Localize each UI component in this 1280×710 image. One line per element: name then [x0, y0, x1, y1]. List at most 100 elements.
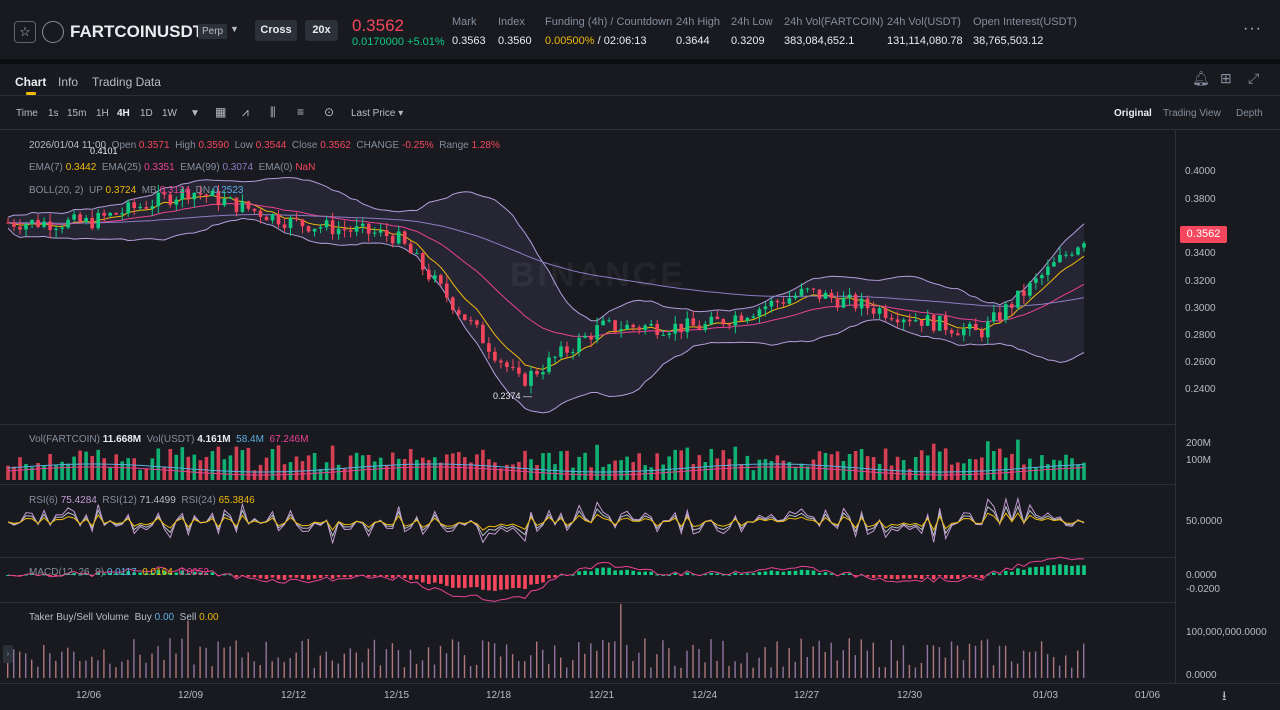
taker-volume-bar	[379, 665, 382, 678]
tab-trading-data[interactable]: Trading Data	[92, 75, 161, 89]
interval-time[interactable]: Time	[16, 108, 38, 119]
grid-icon[interactable]: ⊞	[1220, 70, 1232, 86]
view-depth[interactable]: Depth	[1236, 108, 1263, 119]
candle-body	[120, 213, 124, 215]
tab-chart[interactable]: Chart	[15, 75, 47, 89]
view-original[interactable]: Original	[1114, 108, 1152, 119]
collapse-arrow-icon[interactable]: ›	[3, 645, 13, 663]
volume-bar	[366, 454, 371, 480]
legend-label: MACD(12, 26, 9)	[29, 567, 105, 578]
price-axis-label: 0.3800	[1185, 194, 1216, 205]
volume-bar	[679, 450, 683, 480]
candle-body	[228, 197, 233, 199]
volume-bar	[511, 464, 515, 480]
bell-icon[interactable]: 🔔︎	[1192, 70, 1210, 86]
candle-body	[354, 226, 359, 232]
taker-volume-bar	[211, 666, 213, 678]
macd-bar	[727, 574, 732, 576]
candle-body	[553, 356, 557, 358]
candle-body	[306, 226, 311, 232]
candle-body	[895, 319, 900, 323]
symbol-name[interactable]: FARTCOINUSDT	[70, 22, 204, 41]
volume-bar	[841, 461, 846, 480]
macd-bar	[204, 573, 209, 575]
indicator-icon[interactable]: ⩘	[242, 105, 249, 119]
taker-volume-bar	[169, 638, 171, 678]
pane-divider	[0, 683, 1280, 684]
volume-bar	[384, 465, 389, 480]
tab-info[interactable]: Info	[58, 75, 79, 89]
candle-body	[511, 367, 515, 368]
view-trading-view[interactable]: Trading View	[1163, 108, 1221, 119]
interval-1h[interactable]: 1H	[96, 108, 109, 119]
taker-volume-bar	[740, 663, 742, 678]
volume-bar	[974, 459, 978, 480]
candle-body	[721, 319, 726, 325]
current-price-tag: 0.3562	[1180, 226, 1227, 243]
volume-bar	[12, 466, 16, 480]
macd-bar	[481, 575, 485, 590]
macd-bar	[571, 574, 575, 576]
candle-type-icon[interactable]: ⫼	[270, 105, 276, 119]
margin-mode-button[interactable]: Cross	[255, 20, 297, 41]
macd-bar	[54, 575, 58, 576]
volume-ma2-line	[7, 466, 1085, 476]
interval-more-chevron-icon[interactable]: ▼	[190, 108, 200, 119]
taker-volume-bar	[668, 648, 670, 678]
volume-bar	[342, 468, 347, 480]
candle-body	[835, 298, 840, 308]
expand-icon[interactable]: ⤢	[1248, 70, 1260, 86]
legend-macd-dif: 0.0117	[106, 567, 137, 578]
taker-volume-bar	[758, 657, 760, 678]
settings-icon[interactable]: ≡	[297, 105, 305, 119]
taker-volume-bar	[241, 657, 243, 678]
candle-body	[433, 275, 437, 280]
candle-body	[883, 308, 888, 318]
calendar-icon[interactable]: ▦	[215, 105, 227, 119]
more-dots-icon[interactable]: ···	[1243, 20, 1262, 37]
interval-4h[interactable]: 4H	[117, 108, 130, 119]
volume-bar	[360, 455, 365, 480]
leverage-button[interactable]: 20x	[305, 20, 338, 41]
price-source-select[interactable]: Last Price ▾	[351, 108, 404, 119]
candle-body	[986, 321, 990, 338]
candle-body	[1022, 290, 1026, 296]
time-axis-label: 12/06	[76, 690, 102, 701]
target-icon[interactable]: ⊙	[324, 105, 335, 119]
macd-bar	[324, 575, 329, 577]
candle-body	[24, 224, 28, 230]
volume-bar	[451, 453, 455, 480]
candle-body	[517, 367, 521, 374]
macd-axis-label: 0.0000	[1186, 570, 1217, 581]
macd-bar	[595, 568, 599, 575]
candle-body	[96, 212, 100, 229]
ema25-line	[7, 202, 1085, 338]
interval-1s[interactable]: 1s	[48, 108, 59, 119]
candle-body	[324, 220, 329, 228]
taker-volume-bar	[632, 661, 634, 678]
volume-bar	[312, 453, 317, 480]
macd-bar	[258, 575, 263, 579]
legend-label: CHANGE	[356, 140, 400, 151]
volume-bar	[1058, 460, 1062, 480]
chevron-down-icon[interactable]: ▼	[230, 24, 239, 34]
reset-axis-icon[interactable]: ⭳	[1222, 688, 1227, 703]
interval-1d[interactable]: 1D	[140, 108, 153, 119]
candle-body	[318, 227, 323, 229]
taker-volume-bar	[554, 645, 556, 678]
macd-bar	[300, 575, 305, 579]
macd-bar	[180, 570, 185, 575]
macd-bar	[120, 573, 124, 575]
macd-bar	[445, 575, 449, 586]
interval-15m[interactable]: 15m	[67, 108, 87, 119]
star-icon[interactable]: ☆	[14, 21, 36, 43]
macd-bar	[529, 575, 533, 585]
taker-volume-bar	[710, 639, 712, 678]
taker-volume-bar	[511, 654, 514, 678]
volume-bar	[180, 447, 185, 480]
macd-bar	[817, 573, 822, 575]
interval-1w[interactable]: 1W	[162, 108, 177, 119]
macd-bar	[517, 575, 521, 588]
volume-bar	[234, 446, 239, 480]
candlestick-chart[interactable]	[0, 130, 1175, 683]
